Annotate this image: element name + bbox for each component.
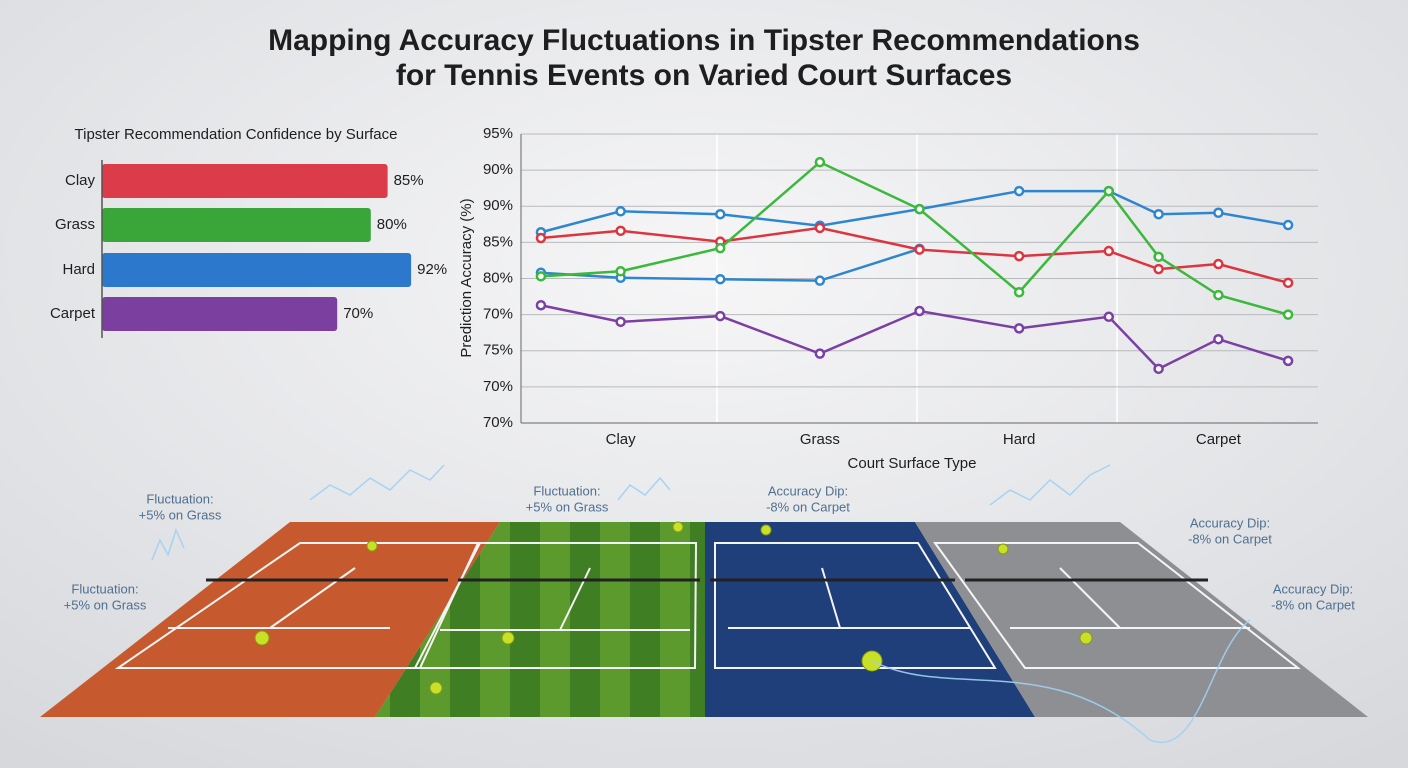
y-tick-label: 90% xyxy=(483,197,513,214)
series-line xyxy=(540,304,1289,371)
value-label: 85% xyxy=(394,172,424,189)
data-point xyxy=(1103,311,1115,323)
category-label: Clay xyxy=(65,172,96,189)
y-tick-label: 90% xyxy=(483,161,513,178)
annotation: +5% on Grass xyxy=(526,499,609,514)
bar xyxy=(102,208,371,242)
y-tick-label: 70% xyxy=(483,306,513,323)
data-point xyxy=(814,348,826,359)
y-tick-label: 75% xyxy=(483,342,513,359)
series-line xyxy=(540,189,1289,234)
bar-chart-title: Tipster Recommendation Confidence by Sur… xyxy=(75,126,398,143)
data-point xyxy=(615,266,626,277)
data-point xyxy=(1013,286,1025,298)
x-tick-label: Hard xyxy=(1003,431,1036,448)
annotation: -8% on Carpet xyxy=(766,499,850,514)
series-line xyxy=(540,160,1289,316)
data-point xyxy=(1213,207,1224,219)
x-axis-title: Court Surface Type xyxy=(848,455,977,472)
category-label: Grass xyxy=(55,216,95,233)
annotation: Fluctuation: xyxy=(533,483,600,498)
value-label: 70% xyxy=(343,305,373,322)
annotation: Accuracy Dip: xyxy=(1273,581,1353,596)
data-point xyxy=(715,273,726,285)
data-point xyxy=(615,225,626,237)
data-point xyxy=(914,203,925,215)
data-point xyxy=(1013,323,1025,334)
category-label: Carpet xyxy=(50,305,96,322)
data-point xyxy=(914,305,925,317)
bar xyxy=(102,297,338,331)
data-point xyxy=(1103,185,1115,197)
annotation: -8% on Carpet xyxy=(1271,597,1355,612)
data-point xyxy=(535,271,547,282)
x-tick-label: Carpet xyxy=(1196,431,1242,448)
y-tick-label: 85% xyxy=(483,233,513,250)
data-point xyxy=(1213,258,1224,270)
category-label: Hard xyxy=(62,261,95,278)
data-point xyxy=(1153,263,1164,275)
annotation: Accuracy Dip: xyxy=(768,483,848,498)
data-point xyxy=(715,208,726,220)
data-point xyxy=(1153,251,1164,263)
x-tick-label: Clay xyxy=(606,431,637,448)
data-point xyxy=(1013,185,1025,197)
data-point xyxy=(1282,355,1294,367)
data-point xyxy=(615,316,626,328)
value-label: 92% xyxy=(417,261,447,278)
y-axis-title: Prediction Accuracy (%) xyxy=(458,198,475,357)
data-point xyxy=(1103,245,1115,257)
bar xyxy=(102,164,388,198)
value-label: 80% xyxy=(377,216,407,233)
series-line xyxy=(540,226,1289,285)
data-point xyxy=(1153,363,1164,375)
data-point xyxy=(1282,277,1294,289)
courts xyxy=(40,464,1368,744)
data-point xyxy=(814,156,826,168)
data-point xyxy=(1213,289,1224,301)
data-point xyxy=(1153,208,1164,220)
y-tick-label: 80% xyxy=(483,269,513,286)
data-point xyxy=(814,275,826,286)
data-point xyxy=(715,310,726,322)
annotation: +5% on Grass xyxy=(64,597,147,612)
annotation: Accuracy Dip: xyxy=(1190,515,1270,530)
data-point xyxy=(615,206,626,217)
y-tick-label: 70% xyxy=(483,378,513,395)
annotation: -8% on Carpet xyxy=(1188,531,1272,546)
title-line: Mapping Accuracy Fluctuations in Tipster… xyxy=(268,24,1140,57)
data-point xyxy=(814,222,826,234)
data-point xyxy=(1282,309,1294,320)
title-line: for Tennis Events on Varied Court Surfac… xyxy=(396,59,1012,92)
data-point xyxy=(535,299,547,311)
data-point xyxy=(535,232,547,244)
annotation: Fluctuation: xyxy=(146,491,213,506)
y-tick-label: 70% xyxy=(483,414,513,431)
data-point xyxy=(1282,219,1294,231)
bar xyxy=(102,253,412,287)
data-point xyxy=(1213,333,1224,345)
x-tick-label: Grass xyxy=(800,431,840,448)
annotation: Fluctuation: xyxy=(71,581,138,596)
data-point xyxy=(914,244,925,255)
y-tick-label: 95% xyxy=(483,125,513,142)
data-point xyxy=(1013,250,1025,262)
annotation: +5% on Grass xyxy=(139,507,222,522)
data-point xyxy=(715,242,726,254)
